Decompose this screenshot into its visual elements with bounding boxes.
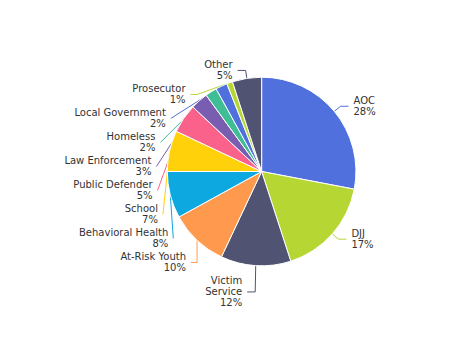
- svg-text:2%: 2%: [140, 142, 156, 153]
- svg-text:1%: 1%: [170, 94, 186, 105]
- svg-text:7%: 7%: [142, 214, 158, 225]
- svg-text:Public Defender: Public Defender: [73, 179, 153, 190]
- svg-text:DJJ: DJJ: [351, 228, 365, 239]
- svg-text:2%: 2%: [150, 118, 166, 129]
- svg-text:Local Government: Local Government: [74, 107, 166, 118]
- svg-text:10%: 10%: [164, 262, 186, 273]
- svg-text:3%: 3%: [136, 166, 152, 177]
- svg-text:5%: 5%: [217, 70, 233, 81]
- svg-text:Homeless: Homeless: [107, 131, 156, 142]
- svg-text:Behavioral Health: Behavioral Health: [79, 227, 168, 238]
- svg-text:28%: 28%: [353, 106, 375, 117]
- svg-text:Law Enforcement: Law Enforcement: [64, 155, 151, 166]
- svg-text:Victim: Victim: [211, 275, 242, 286]
- svg-text:8%: 8%: [152, 238, 168, 249]
- svg-text:At-Risk Youth: At-Risk Youth: [120, 251, 186, 262]
- svg-text:Other: Other: [204, 59, 233, 70]
- svg-text:12%: 12%: [220, 297, 242, 308]
- svg-text:17%: 17%: [351, 239, 373, 250]
- svg-text:Prosecutor: Prosecutor: [132, 83, 186, 94]
- svg-text:Service: Service: [205, 286, 242, 297]
- svg-text:5%: 5%: [137, 190, 153, 201]
- svg-text:AOC: AOC: [353, 95, 375, 106]
- svg-text:School: School: [125, 203, 158, 214]
